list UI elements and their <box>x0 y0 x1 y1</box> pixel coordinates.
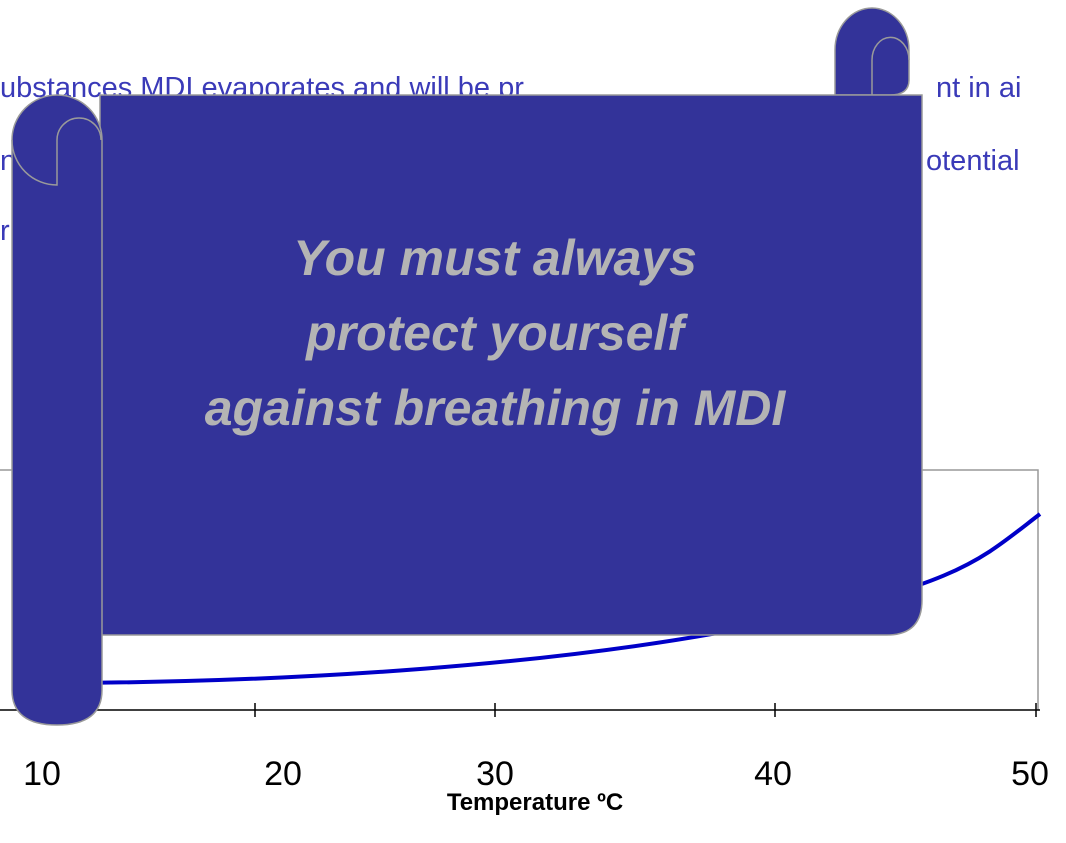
x-tick-label: 20 <box>264 755 302 793</box>
body-text: otential <box>926 145 1020 177</box>
body-text: r <box>0 215 10 247</box>
x-tick-label: 30 <box>476 755 514 793</box>
callout-line: You must always <box>293 230 697 286</box>
callout-line: protect yourself <box>304 305 688 361</box>
x-tick-label: 50 <box>1011 755 1049 793</box>
scroll-callout <box>12 8 922 725</box>
x-tick-label: 40 <box>754 755 792 793</box>
body-text: nt in ai <box>936 72 1021 104</box>
scroll-sheet <box>100 95 922 635</box>
x-axis-label: Temperature ºC <box>447 789 623 816</box>
slide: ubstances MDI evaporates and will be pr … <box>0 0 1066 843</box>
scroll-roll <box>12 95 102 725</box>
x-tick-label: 10 <box>23 755 61 793</box>
callout-line: against breathing in MDI <box>205 380 787 436</box>
